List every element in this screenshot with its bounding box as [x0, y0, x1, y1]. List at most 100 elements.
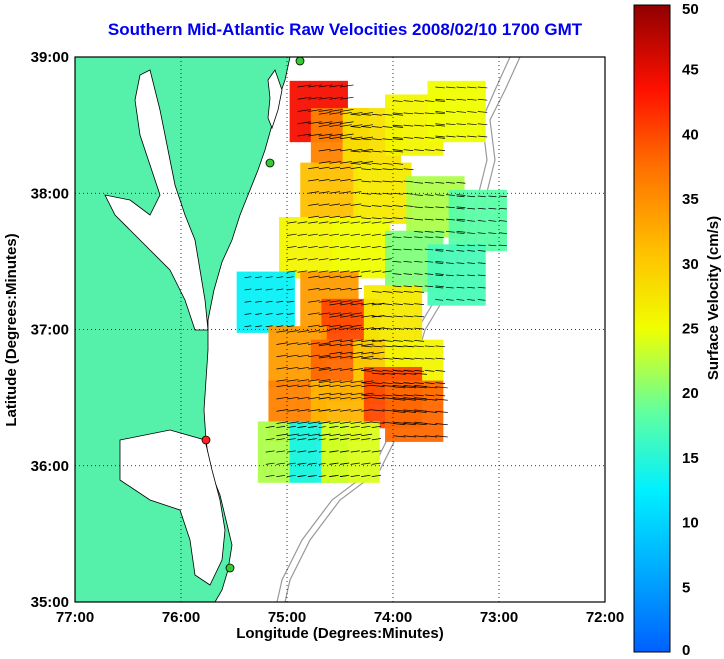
- velocity-arrow: [435, 206, 445, 209]
- velocity-arrow: [329, 133, 343, 137]
- velocity-arrow: [318, 462, 326, 465]
- velocity-arrow: [350, 138, 361, 141]
- velocity-arrow: [276, 462, 286, 465]
- velocity-arrow: [477, 86, 488, 89]
- pamlico-sound: [119, 429, 226, 586]
- velocity-arrow: [371, 438, 382, 441]
- velocity-arrow: [276, 366, 288, 370]
- velocity-arrow: [318, 121, 333, 125]
- velocity-arrow: [339, 433, 351, 437]
- velocity-arrow: [467, 98, 477, 101]
- velocity-arrow: [392, 345, 403, 348]
- velocity-arrow: [414, 236, 423, 239]
- velocity-arrow: [308, 133, 322, 137]
- velocity-arrow: [265, 462, 275, 465]
- velocity-arrow: [297, 409, 310, 412]
- velocity-arrow: [361, 161, 374, 164]
- velocity-arrow: [308, 366, 320, 370]
- velocity-arrow: [371, 385, 385, 387]
- velocity-arrow: [435, 274, 444, 277]
- velocity-arrow: [329, 339, 343, 343]
- velocity-arrow: [255, 288, 263, 291]
- velocity-arrow: [286, 384, 299, 388]
- velocity-arrow: [467, 111, 477, 113]
- velocity-arrow: [456, 194, 466, 196]
- velocity-arrow: [361, 168, 372, 171]
- velocity-arrow: [350, 474, 360, 477]
- velocity-arrow: [403, 168, 414, 171]
- velocity-arrow: [318, 148, 331, 152]
- velocity-arrow: [382, 258, 392, 261]
- velocity-arrow: [350, 450, 360, 453]
- velocity-arrow: [371, 221, 382, 224]
- velocity-arrow: [276, 450, 286, 453]
- velocity-arrow: [308, 342, 320, 345]
- velocity-arrow: [276, 433, 289, 437]
- velocity-arrow: [392, 423, 406, 426]
- velocity-arrow: [361, 474, 371, 477]
- velocity-arrow: [382, 168, 393, 171]
- velocity-arrow: [329, 396, 341, 400]
- velocity-arrow: [297, 221, 308, 224]
- velocity-arrow: [424, 100, 435, 102]
- velocity-arrow: [286, 342, 299, 345]
- velocity-arrow: [456, 123, 467, 126]
- colorbar-tick-label: 30: [682, 256, 699, 273]
- velocity-arrow: [350, 162, 361, 165]
- velocity-arrow: [414, 137, 424, 139]
- velocity-arrow: [414, 382, 424, 384]
- velocity-arrow: [467, 207, 476, 210]
- velocity-arrow: [318, 396, 330, 400]
- velocity-arrow: [276, 288, 284, 291]
- velocity-arrow: [382, 345, 393, 348]
- velocity-arrow: [435, 435, 448, 438]
- velocity-arrow: [297, 438, 305, 441]
- velocity-arrow: [382, 150, 393, 153]
- velocity-arrow: [361, 355, 374, 359]
- velocity-arrow: [414, 340, 425, 342]
- velocity-arrow: [414, 398, 427, 401]
- velocity-arrow: [339, 270, 350, 273]
- x-tick-label: 73:00: [480, 609, 518, 626]
- velocity-arrow: [286, 396, 299, 400]
- velocity-arrow: [392, 192, 403, 195]
- velocity-arrow: [435, 250, 444, 252]
- velocity-arrow: [392, 100, 403, 102]
- velocity-arrow: [392, 273, 402, 275]
- velocity-arrow: [456, 262, 465, 264]
- velocity-arrow: [435, 123, 445, 126]
- chesapeake-bay: [104, 69, 209, 331]
- velocity-arrow: [329, 433, 341, 437]
- y-tick-label: 37:00: [31, 322, 69, 339]
- velocity-arrow: [265, 425, 275, 428]
- velocity-arrow: [361, 380, 374, 383]
- velocity-arrow: [329, 84, 343, 88]
- velocity-arrow: [414, 357, 424, 360]
- velocity-arrow: [308, 270, 318, 273]
- velocity-arrow: [435, 231, 445, 233]
- velocity-arrow: [244, 313, 252, 315]
- velocity-arrow: [435, 218, 445, 221]
- velocity-arrow: [318, 245, 329, 249]
- velocity-arrow: [297, 245, 308, 249]
- velocity-arrow: [329, 300, 341, 303]
- velocity-arrow: [392, 398, 406, 401]
- velocity-arrow: [361, 205, 372, 207]
- velocity-arrow: [339, 380, 353, 383]
- velocity-arrow: [414, 206, 424, 209]
- velocity-arrow: [297, 396, 310, 400]
- velocity-arrow: [371, 138, 382, 141]
- velocity-arrow: [361, 339, 374, 343]
- velocity-arrow: [329, 462, 339, 465]
- velocity-arrow: [424, 435, 438, 438]
- velocity-arrow: [456, 182, 466, 184]
- velocity-arrow: [403, 205, 414, 207]
- velocity-arrow: [339, 409, 351, 412]
- velocity-arrow: [361, 112, 374, 115]
- velocity-arrow: [371, 327, 382, 330]
- velocity-arrow: [350, 368, 363, 371]
- velocity-arrow: [392, 435, 406, 438]
- velocity-arrow: [435, 236, 444, 239]
- velocity-arrow: [435, 382, 446, 384]
- velocity-arrow: [414, 386, 427, 389]
